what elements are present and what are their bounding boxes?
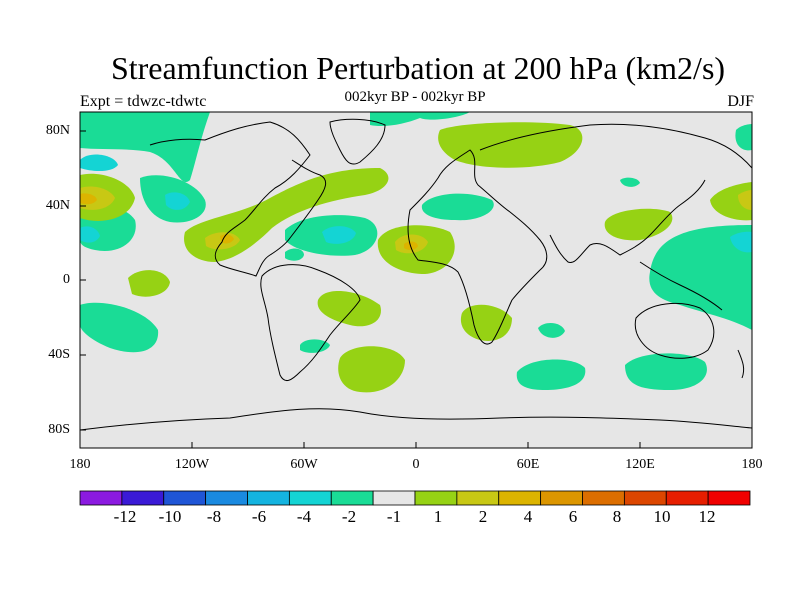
coast-australia <box>634 302 715 359</box>
colorbar-label: 10 <box>653 507 671 526</box>
coast-southeast-asia <box>639 261 723 311</box>
contour-neg-south-pacific <box>80 302 159 353</box>
colorbar-box <box>456 490 500 506</box>
coast-antarctica <box>80 408 752 431</box>
colorbar-label: 2 <box>478 507 488 526</box>
lat-label-40s: 40S <box>48 347 70 362</box>
lat-label-0: 0 <box>63 272 70 287</box>
contour-neg-australia-south <box>625 353 707 390</box>
contour-pos-orange-mexico <box>220 234 234 244</box>
contour-neg-core-arctic <box>80 154 118 172</box>
colorbar <box>79 490 751 506</box>
colorbar-box <box>498 490 542 506</box>
contour-pos-madagascar <box>460 304 512 341</box>
contour-neg-europe <box>421 193 494 221</box>
contour-pos-orange-pacific <box>80 193 97 205</box>
colorbar-label: 1 <box>433 507 443 526</box>
coast-north-america <box>149 121 327 277</box>
colorbar-label: 4 <box>523 507 533 526</box>
contour-neg-caribbean <box>285 248 304 261</box>
contour-pos-east-pacific <box>128 270 170 297</box>
lon-label-180e: 180 <box>741 457 763 472</box>
colorbar-label: -12 <box>113 507 137 526</box>
experiment-label: Expt = tdwzc-tdwtc <box>80 93 207 110</box>
colorbar-label: 6 <box>568 507 578 526</box>
lon-label-120e: 120E <box>625 457 655 472</box>
coast-europe-africa <box>407 149 548 345</box>
colorbar-label: -2 <box>341 507 357 526</box>
contour-neg-indian-west <box>538 322 565 338</box>
colorbar-box <box>288 490 332 506</box>
colorbar-label: -4 <box>296 507 312 526</box>
contour-neg-west-pacific <box>649 225 752 330</box>
colorbar-box <box>163 490 207 506</box>
coast-greenland <box>329 118 386 165</box>
colorbar-label: 12 <box>698 507 716 526</box>
colorbar-label: -1 <box>386 507 402 526</box>
coast-asia <box>479 123 752 264</box>
colorbar-box <box>121 490 165 506</box>
contour-neg-central-asia <box>620 177 640 187</box>
colorbar-box <box>372 490 416 506</box>
contour-neg-pacific-north <box>80 112 210 183</box>
colorbar-box <box>205 490 248 506</box>
coastlines <box>80 118 752 431</box>
lon-label-0: 0 <box>412 457 420 472</box>
coast-new-zealand <box>737 349 745 379</box>
colorbar-label: 8 <box>612 507 622 526</box>
plot-title: Streamfunction Perturbation at 200 hPa (… <box>110 50 726 86</box>
colorbar-box <box>665 490 709 506</box>
coast-south-america <box>260 264 361 382</box>
colorbar-label: -10 <box>158 507 182 526</box>
contour-neg-core-atlantic <box>322 226 356 244</box>
contour-neg-indian-south <box>516 359 586 390</box>
contour-neg-arctic-atlantic <box>370 112 470 127</box>
contour-pos-south-atlantic-low <box>338 346 405 393</box>
contour-pos-south-atlantic <box>317 290 381 327</box>
axis-ticks <box>79 130 753 448</box>
lat-label-80n: 80N <box>45 123 70 138</box>
contour-pos-india <box>604 208 673 241</box>
colorbar-box <box>79 490 123 506</box>
lon-label-60w: 60W <box>290 457 318 472</box>
colorbar-label: -8 <box>206 507 222 526</box>
contour-pos-kamchatka <box>710 182 752 221</box>
contour-pos-core-kamchatka <box>738 190 752 210</box>
lat-label-40n: 40N <box>45 198 70 213</box>
plot-subtitle: 002kyr BP - 002kyr BP <box>344 89 486 105</box>
contour-neg-core-pacific-40n <box>165 192 190 210</box>
colorbar-box <box>707 490 751 506</box>
season-label: DJF <box>727 93 754 110</box>
contour-neg-south-atlantic <box>300 339 330 353</box>
lon-label-180w: 180 <box>69 457 91 472</box>
lon-label-120w: 120W <box>174 457 210 472</box>
lat-label-80s: 80S <box>48 422 70 437</box>
contour-neg-core-pacific-20n <box>80 226 100 243</box>
colorbar-box <box>623 490 667 506</box>
colorbar-box <box>414 490 458 506</box>
colorbar-box <box>330 490 374 506</box>
colorbar-box <box>540 490 583 506</box>
contour-fills <box>80 112 752 393</box>
colorbar-box <box>582 490 625 506</box>
lon-label-60e: 60E <box>516 457 540 472</box>
colorbar-box <box>247 490 290 506</box>
contour-neg-core-west-pacific <box>730 231 752 253</box>
colorbar-label: -6 <box>251 507 267 526</box>
contour-neg-arctic-east <box>735 124 752 151</box>
